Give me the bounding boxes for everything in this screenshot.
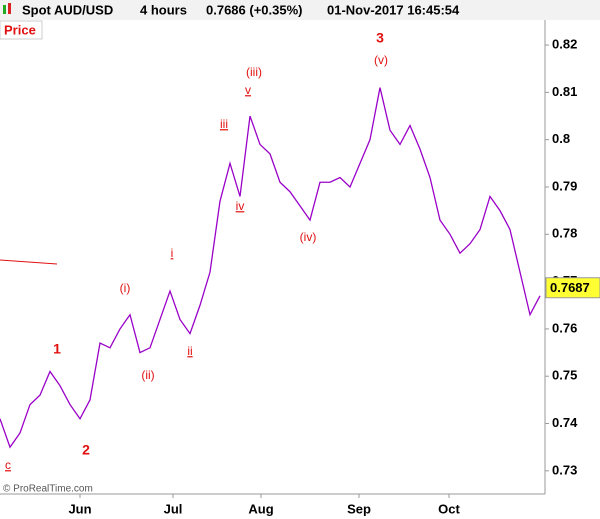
datetime: 01-Nov-2017 16:45:54 (327, 2, 460, 17)
wave-label: iv (236, 199, 245, 213)
wave-label: 2 (82, 442, 90, 458)
wave-label: ii (187, 344, 192, 358)
y-tick-label: 0.74 (552, 415, 578, 430)
x-tick-label: Jul (164, 501, 183, 516)
symbol: Spot AUD/USD (22, 2, 113, 17)
y-tick-label: 0.81 (552, 84, 577, 99)
y-tick-label: 0.78 (552, 226, 577, 241)
wave-label: (ii) (141, 368, 154, 382)
quote: 0.7686 (+0.35%) (206, 2, 302, 17)
wave-label: 3 (376, 30, 384, 46)
x-tick-label: Oct (438, 501, 460, 516)
panel-label-box (0, 20, 43, 40)
y-tick-label: 0.79 (552, 178, 577, 193)
wave-label: i (171, 246, 174, 260)
price-line (0, 87, 541, 449)
last-price-box (545, 277, 600, 299)
y-tick-label: 0.73 (552, 462, 577, 477)
wave-label: (v) (374, 53, 388, 67)
header-bar (0, 0, 600, 20)
x-tick-label: Sep (347, 501, 371, 516)
wave-label: (iii) (246, 65, 262, 79)
x-tick-label: Jun (68, 501, 91, 516)
y-tick-label: 0.8 (552, 131, 570, 146)
interval: 4 hours (140, 2, 187, 17)
y-tick-label: 0.75 (552, 368, 577, 383)
last-price-label: 0.7687 (550, 280, 590, 295)
icon (3, 5, 6, 14)
panel-label: Price (4, 22, 36, 37)
footer: © ProRealTime.com (3, 484, 93, 495)
y-tick-label: 0.76 (552, 320, 577, 335)
y-tick-label: 0.82 (552, 37, 577, 52)
wave-label: v (245, 83, 251, 97)
trend-line (0, 259, 58, 265)
wave-label: iii (220, 117, 228, 131)
wave-label: (i) (120, 281, 131, 295)
wave-label: c (5, 458, 11, 472)
icon (8, 3, 11, 14)
wave-label: 1 (53, 341, 61, 357)
wave-label: (iv) (300, 230, 317, 244)
x-tick-label: Aug (248, 501, 273, 516)
